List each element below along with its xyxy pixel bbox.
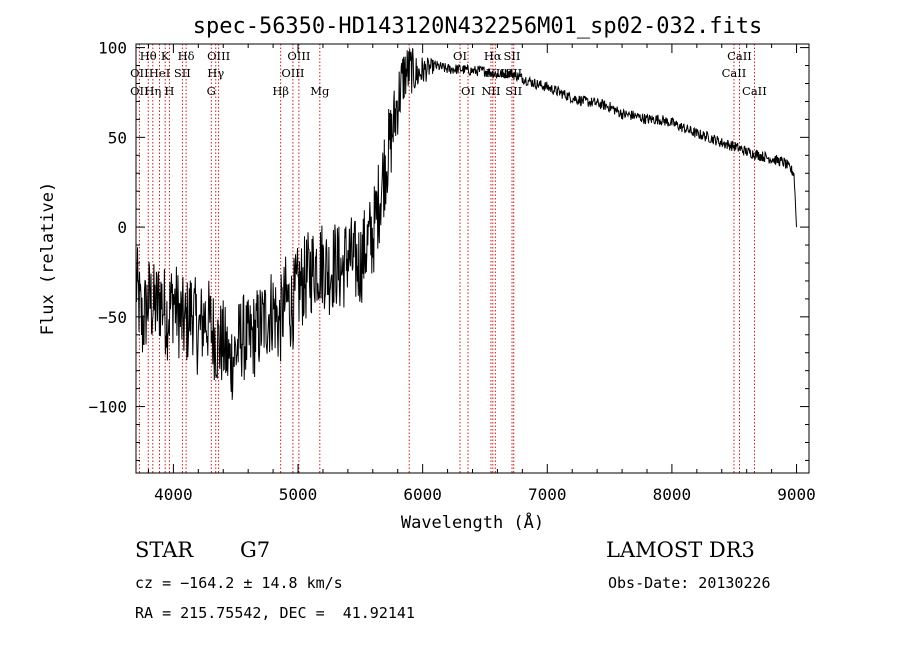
line-label: CaII xyxy=(722,66,747,80)
chart-title: spec-56350-HD143120N432256M01_sp02-032.f… xyxy=(193,14,763,39)
line-label: Hα xyxy=(484,49,502,63)
line-label: HeI xyxy=(149,66,170,80)
line-label: H xyxy=(164,84,174,98)
line-label: Hγ xyxy=(207,66,224,80)
spectral-subclass: G7 xyxy=(240,538,271,562)
x-tick-label: 7000 xyxy=(528,485,567,504)
line-label: OIII xyxy=(207,49,230,63)
obs-date: Obs-Date: 20130226 xyxy=(608,574,771,592)
y-tick-label: −100 xyxy=(88,398,127,417)
y-tick-label: 0 xyxy=(117,218,127,237)
survey-name: LAMOST DR3 xyxy=(606,538,755,562)
x-axis-label: Wavelength (Å) xyxy=(401,511,544,533)
line-label: OII xyxy=(130,66,149,80)
line-label: SII xyxy=(504,49,521,63)
line-label: SII xyxy=(505,84,522,98)
line-label: OIII xyxy=(281,66,304,80)
x-tick-label: 4000 xyxy=(154,485,193,504)
x-tick-label: 5000 xyxy=(279,485,318,504)
line-label: OI xyxy=(461,84,475,98)
line-label: Hη xyxy=(144,84,161,98)
line-label: K xyxy=(161,49,170,63)
line-label: NII xyxy=(481,84,500,98)
line-label: SII xyxy=(174,66,191,80)
line-label: OII xyxy=(130,84,149,98)
x-tick-label: 6000 xyxy=(403,485,442,504)
line-label: G xyxy=(207,84,216,98)
spectrum-line xyxy=(135,48,797,400)
coordinates: RA = 215.75542, DEC = 41.92141 xyxy=(135,604,415,622)
y-tick-label: −50 xyxy=(98,308,127,327)
y-axis-label: Flux (relative) xyxy=(38,182,58,336)
line-label: OIII xyxy=(287,49,310,63)
plot-frame xyxy=(135,43,810,474)
line-label: Hδ xyxy=(178,49,195,63)
line-label: Mg xyxy=(310,84,330,98)
redshift-readout: cz = −164.2 ± 14.8 km/s xyxy=(135,574,343,592)
y-tick-label: 100 xyxy=(98,39,127,58)
object-class: STAR xyxy=(135,538,194,562)
line-label: CaII xyxy=(727,49,752,63)
x-tick-label: 9000 xyxy=(777,485,816,504)
line-label: OI xyxy=(453,49,467,63)
line-label: CaII xyxy=(742,84,767,98)
line-label: Hθ xyxy=(140,49,157,63)
y-tick-label: 50 xyxy=(108,128,127,147)
line-label: Hβ xyxy=(272,84,289,98)
x-tick-label: 8000 xyxy=(653,485,692,504)
